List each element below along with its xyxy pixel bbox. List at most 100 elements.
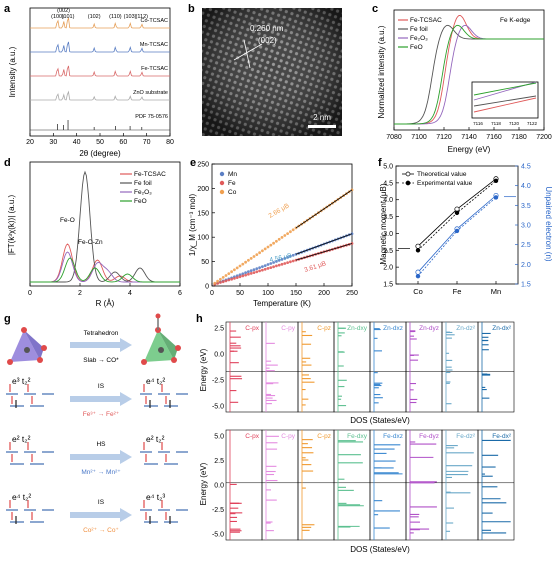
xtick-label: 250 [346, 290, 358, 297]
panel-e-curves [213, 188, 354, 286]
data-point [252, 255, 256, 258]
data-point [291, 228, 295, 232]
ft-exafs-curve [30, 170, 180, 283]
ion-transition: Mn²⁺ → Mn²⁺ [81, 469, 121, 476]
legend-label: Fe-TCSAC [410, 17, 442, 24]
xtick-label: 7080 [386, 134, 402, 141]
trace-label: PDF 75-0576 [135, 114, 168, 120]
ytick-label: -2.5 [212, 507, 224, 514]
xtick-label: Co [413, 287, 423, 296]
ytick-label: 3.5 [383, 214, 393, 221]
panel-d-frame [29, 161, 181, 287]
legend-label: Co [228, 189, 237, 196]
arrow-label-top: Tetrahedron [84, 330, 119, 337]
panel-h-xlabel-top: DOS (States/eV) [350, 416, 410, 425]
panel-a-hkl-labels: (100)(002)(101) (102) (110) (103) (112) [51, 8, 148, 20]
ytick-label: 4.0 [383, 197, 393, 204]
hkl-label: (103) [124, 14, 137, 20]
panel-h-ylabel-top: Energy (eV) [199, 348, 208, 391]
panel-b: b 0.260 nm (002) 2 nm [188, 3, 342, 136]
hkl-label: (100) [51, 14, 64, 20]
ytick-label: 2.5 [214, 326, 224, 333]
ytick-label: 100 [197, 235, 209, 242]
dos-column-label: Fe-dz² [456, 433, 476, 440]
data-point [216, 282, 220, 285]
trace-label: Fe-TCSAC [141, 66, 168, 72]
panel-e-xlabel: Temperature (K) [253, 299, 311, 308]
dos-column-label: C-px [245, 433, 259, 440]
data-point [263, 264, 267, 267]
unpaired-exp-point [493, 195, 499, 200]
config-left: e² t₂² [12, 434, 31, 444]
panel-d-xlabel: R (Å) [96, 299, 115, 308]
ytick-label-right: 2.0 [521, 262, 531, 269]
dos-column-label: Zn-dx² [492, 325, 512, 332]
ytick-label: 0 [205, 284, 209, 291]
xtick-label: 50 [236, 290, 244, 297]
dos-frame [333, 429, 371, 541]
trace-label: Co-TCSAC [140, 18, 168, 24]
data-point [244, 260, 248, 264]
data-point [272, 241, 275, 245]
data-point [255, 253, 259, 256]
inset-line [473, 97, 537, 113]
panel-d-letter: d [4, 157, 11, 169]
ft-exafs-curve [30, 251, 180, 283]
panel-c-xticks: 7080 7100 7120 7140 7160 7180 7200 [386, 127, 552, 141]
panel-f-yticks-left: 1.5 2.0 2.5 3.0 3.5 4.0 4.5 5.0 [383, 164, 399, 289]
xtick-label: 200 [318, 290, 330, 297]
xtick-label: 70 [143, 139, 151, 146]
data-point [283, 262, 287, 265]
moment-label: 4.56 μB [269, 252, 293, 264]
ytick-label: 250 [197, 162, 209, 169]
panel-c-legend: Fe-TCSAC Fe foil Fe₂O₃ FeO [398, 17, 442, 51]
legend-marker [405, 180, 411, 186]
dos-frame [405, 429, 443, 541]
data-point [219, 277, 222, 281]
ytick-label: 50 [201, 259, 209, 266]
panel-f-letter: f [378, 157, 382, 169]
xtick-label: 30 [49, 139, 57, 146]
data-point [266, 263, 270, 266]
spin-state: IS [98, 499, 105, 506]
inset-xtick-label: 7122 [527, 121, 538, 126]
panel-c-inset [471, 81, 539, 119]
legend-label: Fe foil [134, 180, 152, 187]
arrow-label-bottom: Slab → CO* [83, 357, 119, 364]
data-point [289, 230, 292, 234]
xrd-trace [30, 65, 170, 77]
panel-d-legend: Fe-TCSAC Fe foil Fe₂O₃ FeO [120, 171, 166, 205]
ft-exafs-curve [30, 243, 180, 283]
fit-line [295, 189, 353, 229]
ytick-label: 0.0 [214, 483, 224, 490]
panel-a-letter: a [4, 3, 11, 15]
data-point [227, 278, 231, 282]
ion-transition: Co²⁺ → Co⁺ [83, 527, 119, 534]
ion-transition: Fe³⁺ → Fe²⁺ [83, 411, 120, 418]
ytick-label: 150 [197, 210, 209, 217]
data-point [283, 234, 287, 237]
data-point [252, 268, 256, 272]
inset-xtick-label: 7116 [473, 121, 483, 126]
legend-marker [219, 171, 225, 177]
panel-b-letter: b [188, 3, 195, 15]
panel-f-yticks-right: 1.5 2.0 2.5 3.0 3.5 4.0 4.5 [515, 164, 531, 289]
legend-label: FeO [134, 198, 147, 205]
panel-h-xlabel-bottom: DOS (States/eV) [350, 545, 410, 554]
hkl-label: (110) [109, 14, 122, 20]
panel-e-xticks: 0 50 100 150 200 250 [210, 283, 358, 297]
ytick-label: 2.0 [383, 265, 393, 272]
data-point [277, 237, 281, 241]
unpaired-exp-point [415, 273, 421, 279]
ft-exafs-curve [30, 257, 180, 283]
legend-label: Fe₂O₃ [134, 189, 152, 196]
legend-label: Fe-TCSAC [134, 171, 166, 178]
data-point [289, 260, 292, 264]
dos-column-label: Fe-dxz [383, 433, 403, 440]
ytick-label: 200 [197, 186, 209, 193]
experiment-line [417, 180, 497, 251]
panel-h-ylabel-bottom: Energy (eV) [199, 462, 208, 505]
ytick-label-right: 4.0 [521, 183, 531, 190]
dos-frame [225, 429, 263, 541]
xtick-label: 7100 [411, 134, 427, 141]
